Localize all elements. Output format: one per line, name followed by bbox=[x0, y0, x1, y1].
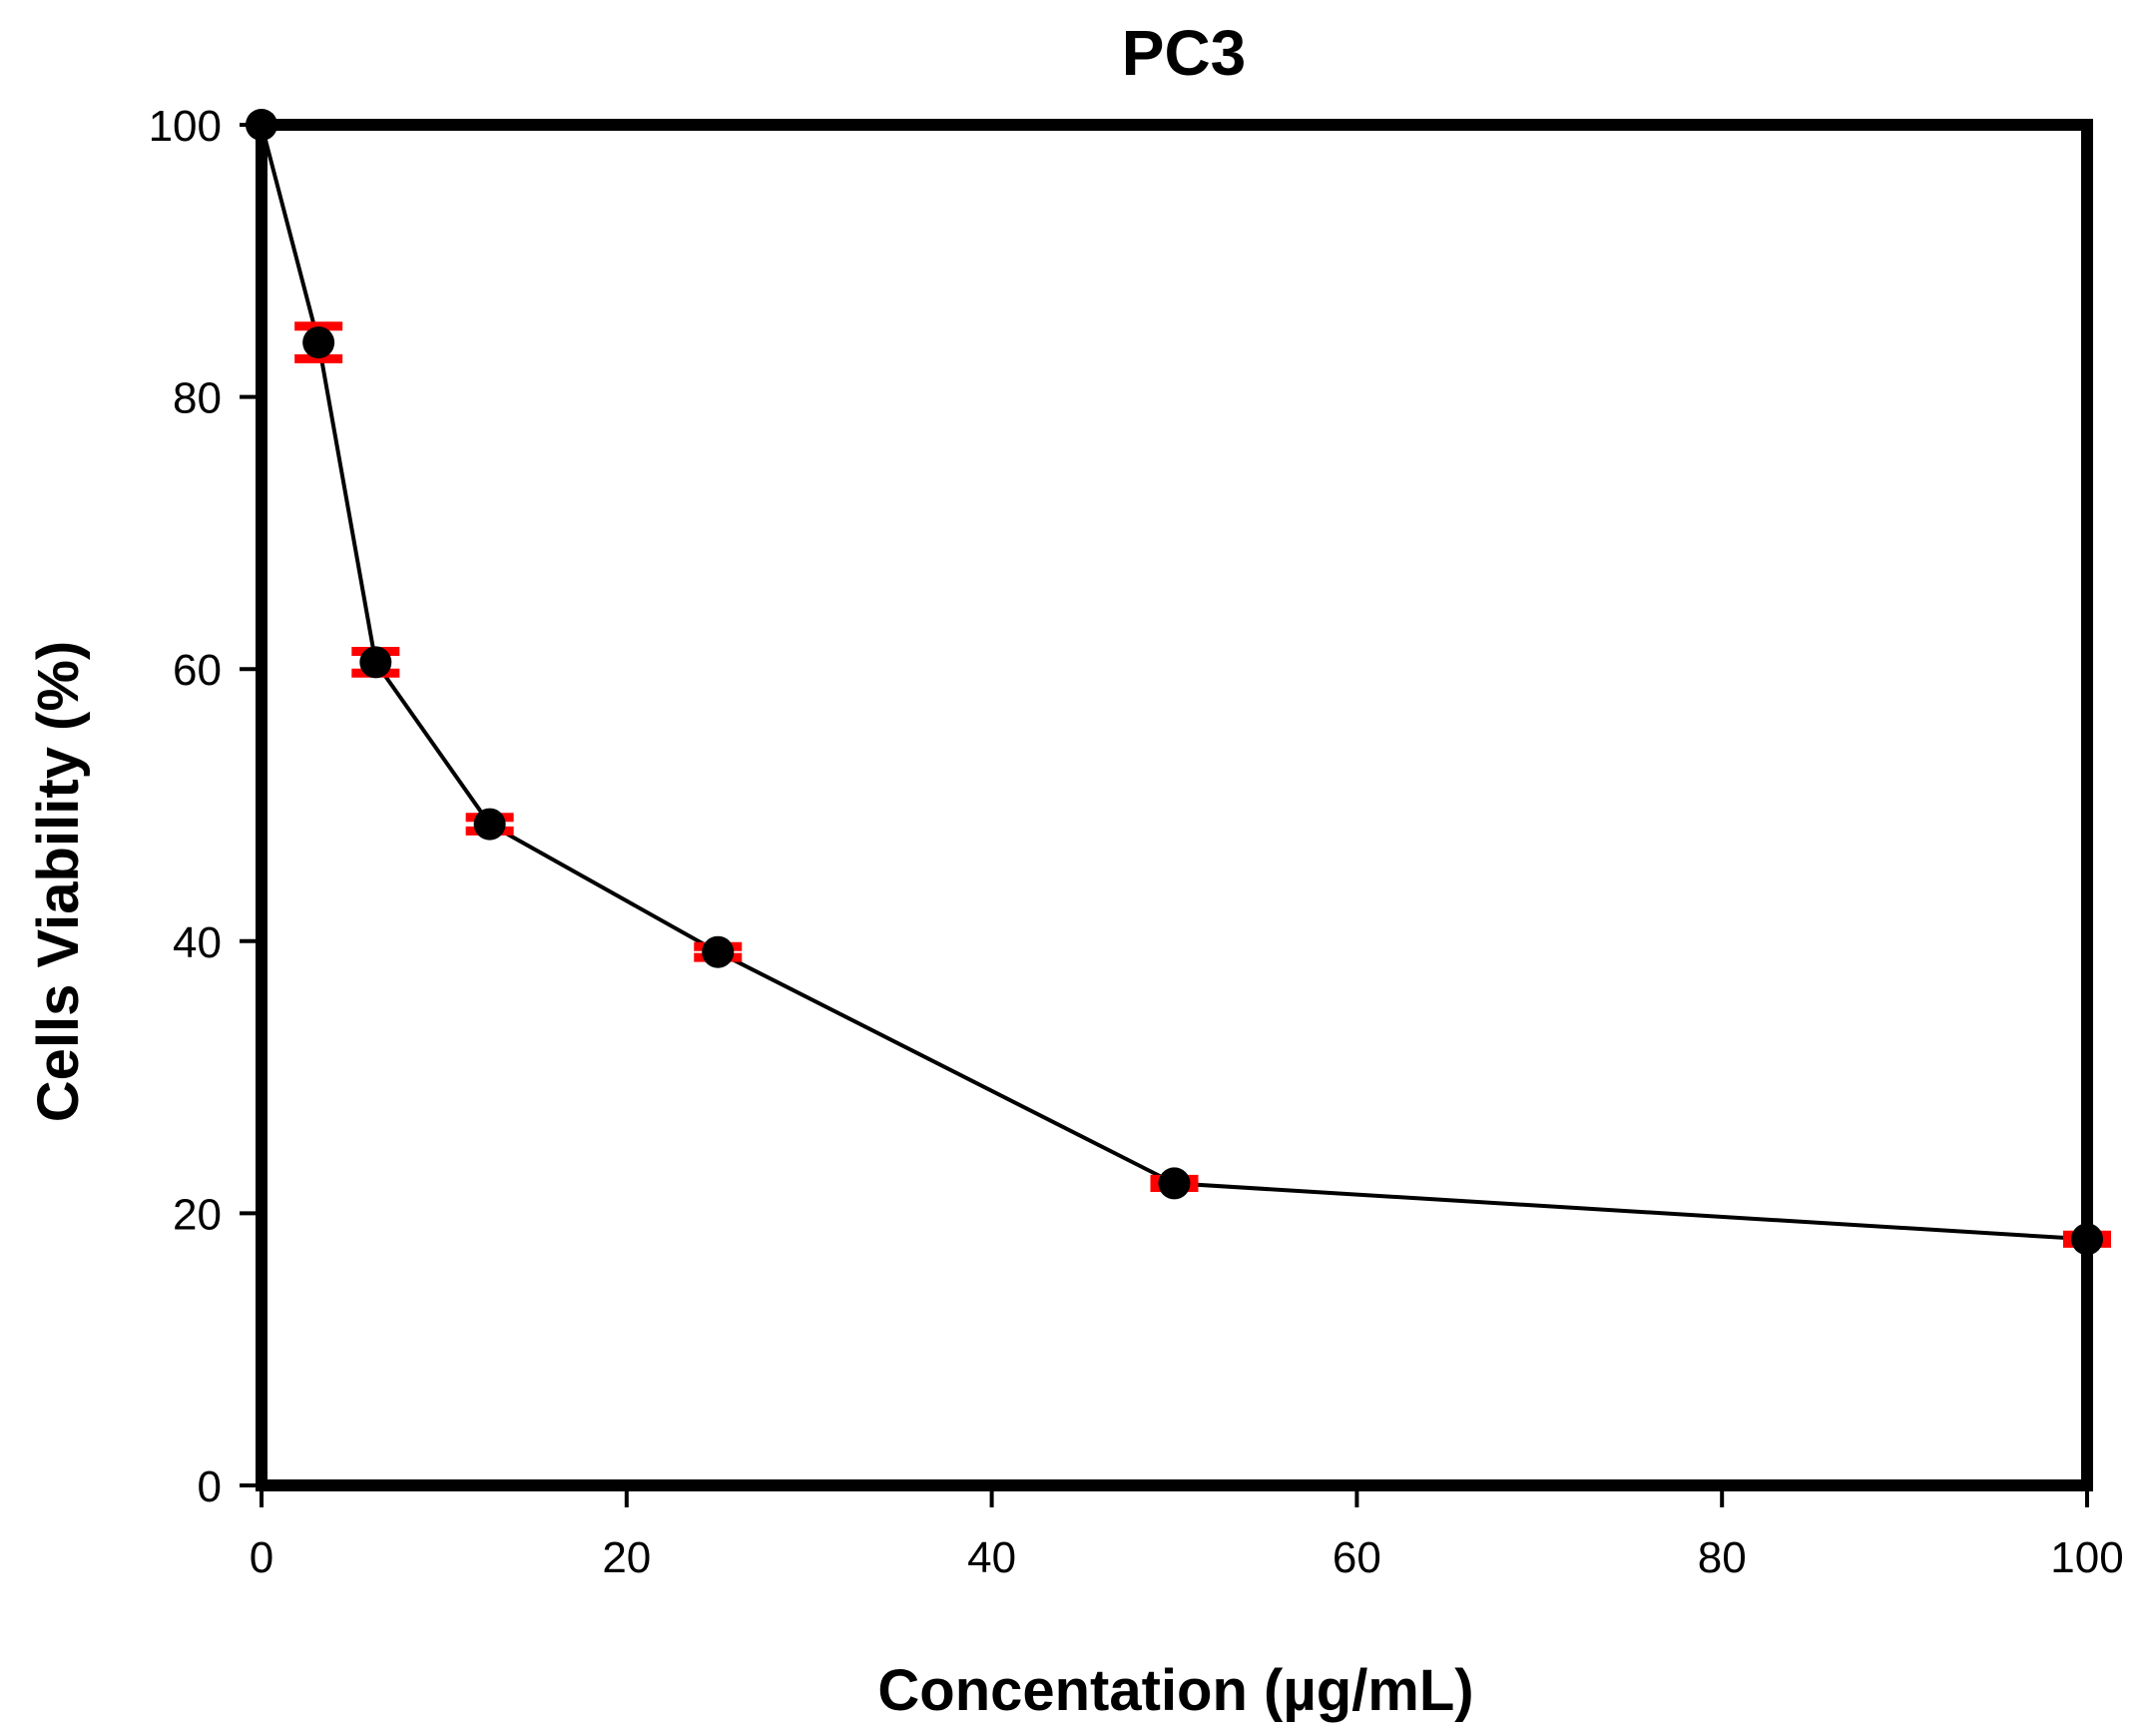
data-series bbox=[246, 109, 2111, 1256]
y-tick-label: 40 bbox=[173, 918, 222, 967]
x-tick-label: 100 bbox=[2050, 1533, 2123, 1582]
series-line bbox=[260, 124, 2088, 1242]
x-axis: 0 20 40 60 80 100 bbox=[250, 1485, 2124, 1582]
data-point bbox=[302, 326, 335, 359]
data-point bbox=[2071, 1223, 2103, 1256]
x-axis-label: Concentation (µg/mL) bbox=[877, 1658, 1473, 1723]
data-point bbox=[702, 935, 735, 968]
y-axis: 0 20 40 60 80 100 bbox=[149, 102, 262, 1511]
x-tick-label: 20 bbox=[602, 1533, 651, 1582]
chart-title: PC3 bbox=[1122, 17, 1247, 89]
x-tick-label: 0 bbox=[250, 1533, 273, 1582]
plot-frame bbox=[256, 119, 2093, 1491]
y-tick-label: 100 bbox=[149, 102, 222, 151]
y-tick-label: 80 bbox=[173, 374, 222, 423]
data-point bbox=[473, 808, 506, 841]
x-tick-label: 80 bbox=[1698, 1533, 1747, 1582]
x-tick-label: 60 bbox=[1333, 1533, 1381, 1582]
x-tick-label: 40 bbox=[967, 1533, 1016, 1582]
y-tick-label: 0 bbox=[198, 1462, 222, 1511]
data-point bbox=[359, 646, 392, 679]
data-point bbox=[246, 109, 277, 141]
y-tick-label: 60 bbox=[173, 646, 222, 695]
y-tick-label: 20 bbox=[173, 1190, 222, 1239]
y-axis-label: Cells Viability (%) bbox=[26, 641, 91, 1122]
data-point bbox=[1158, 1167, 1191, 1200]
